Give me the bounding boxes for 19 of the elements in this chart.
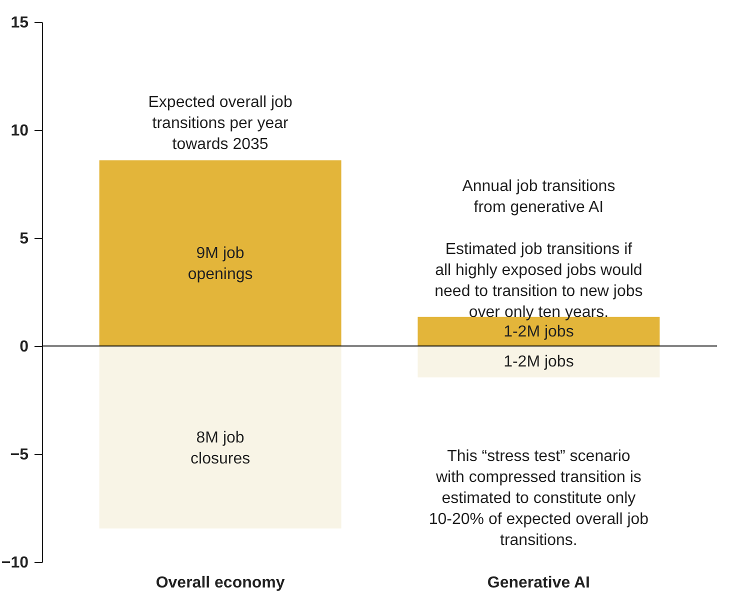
annotation: 1-2M jobs: [504, 354, 574, 371]
x-tick-label: Generative AI: [487, 574, 590, 592]
y-tick-label: 10: [10, 122, 29, 140]
y-tick-label: 15: [10, 14, 29, 32]
annotation: 8M job closures: [190, 429, 250, 468]
y-tick-label: 0: [20, 338, 29, 356]
bar: [99, 160, 342, 346]
annotation: Annual job transitions from generative AI: [462, 178, 616, 216]
y-tick-label: −10: [1, 554, 29, 572]
annotation: Estimated job transitions if all highly exposed jobs would need to transition to new jobs over only ten years.: [434, 240, 643, 321]
y-tick-label: 5: [20, 230, 29, 248]
y-tick-label: −5: [10, 446, 29, 464]
annotation: 9M job openings: [188, 245, 253, 284]
annotation: Expected overall job transitions per year towards 2035: [148, 94, 292, 153]
annotation: 1-2M jobs: [504, 323, 574, 340]
bar: [99, 346, 342, 529]
x-tick-label: Overall economy: [156, 574, 285, 592]
bar: [418, 346, 660, 378]
annotation: This “stress test” scenario with compressed transition is estimated to constitute only 10-20% of expected overall job transitions.: [428, 448, 649, 550]
